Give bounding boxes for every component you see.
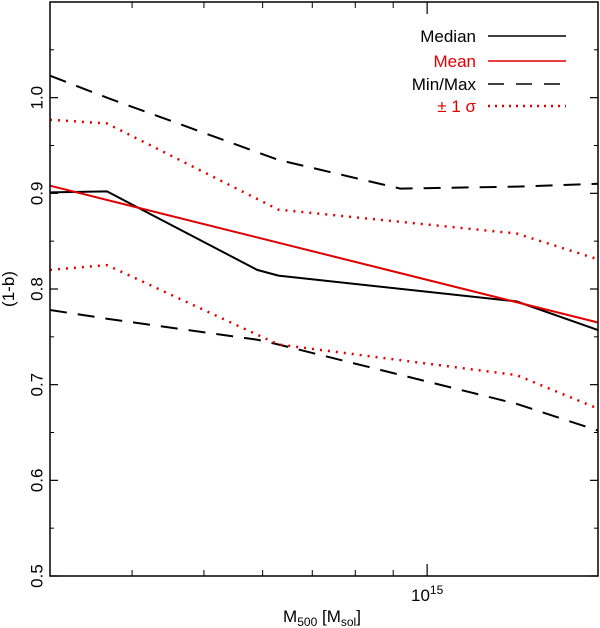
y-tick-label: 1.0 xyxy=(27,86,46,110)
series-line--1-sigma xyxy=(49,118,599,261)
y-tick: 1.0 xyxy=(27,86,598,110)
legend-label: Min/Max xyxy=(412,75,477,94)
y-axis-label: (1-b) xyxy=(0,271,18,307)
svg-text:M500 [Msol]: M500 [Msol] xyxy=(283,607,361,628)
y-tick-label: 0.5 xyxy=(27,564,46,588)
legend-entry: ± 1 σ xyxy=(437,97,566,116)
y-tick: 0.7 xyxy=(27,373,598,397)
legend-entry: Mean xyxy=(433,52,566,71)
plot-frame xyxy=(49,1,599,577)
legend: Median Mean Min/Max ± 1 σ xyxy=(412,27,566,116)
series-layer xyxy=(49,74,599,432)
legend-entry: Median xyxy=(420,27,566,46)
x-axis-label-sub2: sol xyxy=(341,615,356,628)
y-tick-label: 0.8 xyxy=(27,277,46,301)
series-line-min xyxy=(49,309,599,432)
legend-entry: Min/Max xyxy=(412,75,566,94)
x-tick-label: 1015 xyxy=(411,583,444,605)
y-tick-label: 0.6 xyxy=(27,469,46,493)
legend-label: Median xyxy=(420,27,476,46)
series-line-mean xyxy=(49,184,599,324)
legend-label: ± 1 σ xyxy=(437,97,476,116)
legend-label: Mean xyxy=(433,52,476,71)
y-tick-label: 0.9 xyxy=(27,182,46,206)
y-tick: 0.8 xyxy=(27,277,598,301)
x-axis-label-main: M xyxy=(283,607,297,626)
x-axis-label: M500 [Msol] xyxy=(283,607,361,628)
ticks-layer: 0.5 0.6 0.7 0.8 0.9 1.0 1015 xyxy=(27,2,598,605)
y-tick: 0.9 xyxy=(27,182,598,206)
y-tick: 0.6 xyxy=(27,469,598,493)
y-tick-label: 0.7 xyxy=(27,373,46,397)
x-major-tick: 1015 xyxy=(411,2,444,605)
x-axis-label-end: ] xyxy=(356,607,361,626)
x-axis-label-mid: [M xyxy=(317,607,341,626)
x-axis-label-sub1: 500 xyxy=(297,615,317,628)
